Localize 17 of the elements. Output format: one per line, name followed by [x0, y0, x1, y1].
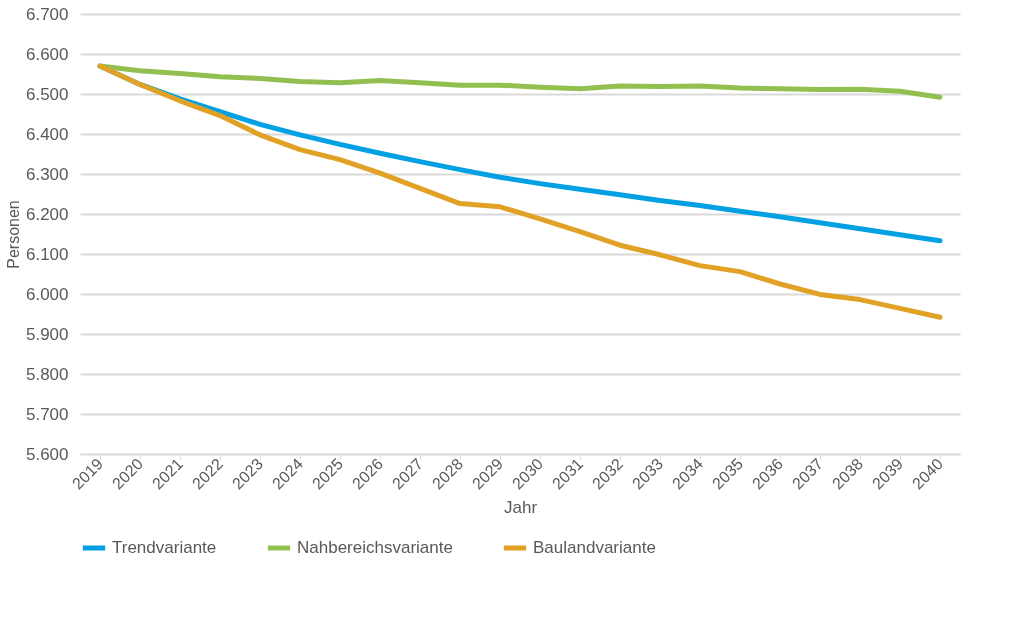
y-tick-label: 6.100	[25, 244, 69, 264]
y-tick-label: 5.800	[25, 364, 69, 384]
y-axis-title: Personen	[4, 200, 22, 269]
legend-label: Nahbereichsvariante	[297, 538, 453, 557]
y-tick-label: 6.300	[25, 164, 69, 184]
y-tick-label: 6.600	[25, 44, 69, 64]
y-tick-label: 5.600	[25, 444, 69, 464]
legend-label: Baulandvariante	[533, 538, 656, 557]
y-tick-label: 6.400	[25, 124, 69, 144]
y-tick-label: 6.700	[25, 4, 69, 24]
y-tick-label: 5.700	[25, 404, 69, 424]
y-tick-label: 5.900	[25, 324, 69, 344]
y-tick-label: 6.000	[25, 284, 69, 304]
y-tick-label: 6.500	[25, 84, 69, 104]
y-tick-label: 6.200	[25, 204, 69, 224]
x-axis-title: Jahr	[503, 498, 538, 518]
legend-label: Trendvariante	[112, 538, 217, 557]
